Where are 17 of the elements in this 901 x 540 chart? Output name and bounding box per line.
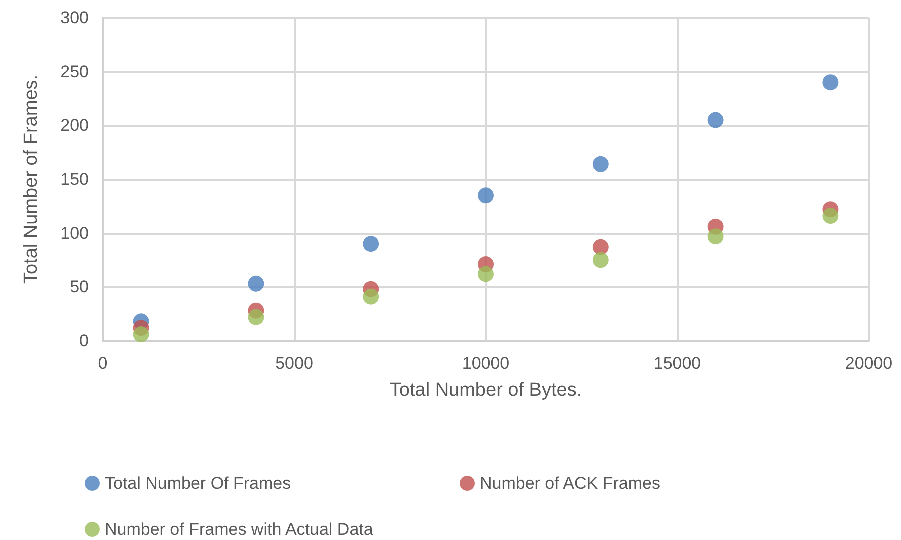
x-tick-label: 10000 [462,354,510,373]
y-tick-label: 300 [60,8,89,28]
y-tick-label: 250 [60,62,89,82]
x-tick-label: 20000 [845,354,893,373]
legend-label: Number of Frames with Actual Data [105,520,374,539]
legend-label: Total Number Of Frames [105,474,292,493]
legend-label: Number of ACK Frames [480,474,660,493]
x-axis-title: Total Number of Bytes. [390,380,582,401]
y-tick-label: 150 [60,170,89,189]
y-axis-title: Total Number of Frames. [21,74,42,284]
x-tick-label: 5000 [276,354,314,373]
y-tick-label: 200 [60,116,89,136]
y-tick-label: 0 [80,332,89,350]
x-tick-label: 15000 [654,354,702,373]
y-tick-label: 50 [70,278,89,297]
y-tick-label: 100 [60,224,89,243]
x-tick-label: 0 [98,354,108,373]
